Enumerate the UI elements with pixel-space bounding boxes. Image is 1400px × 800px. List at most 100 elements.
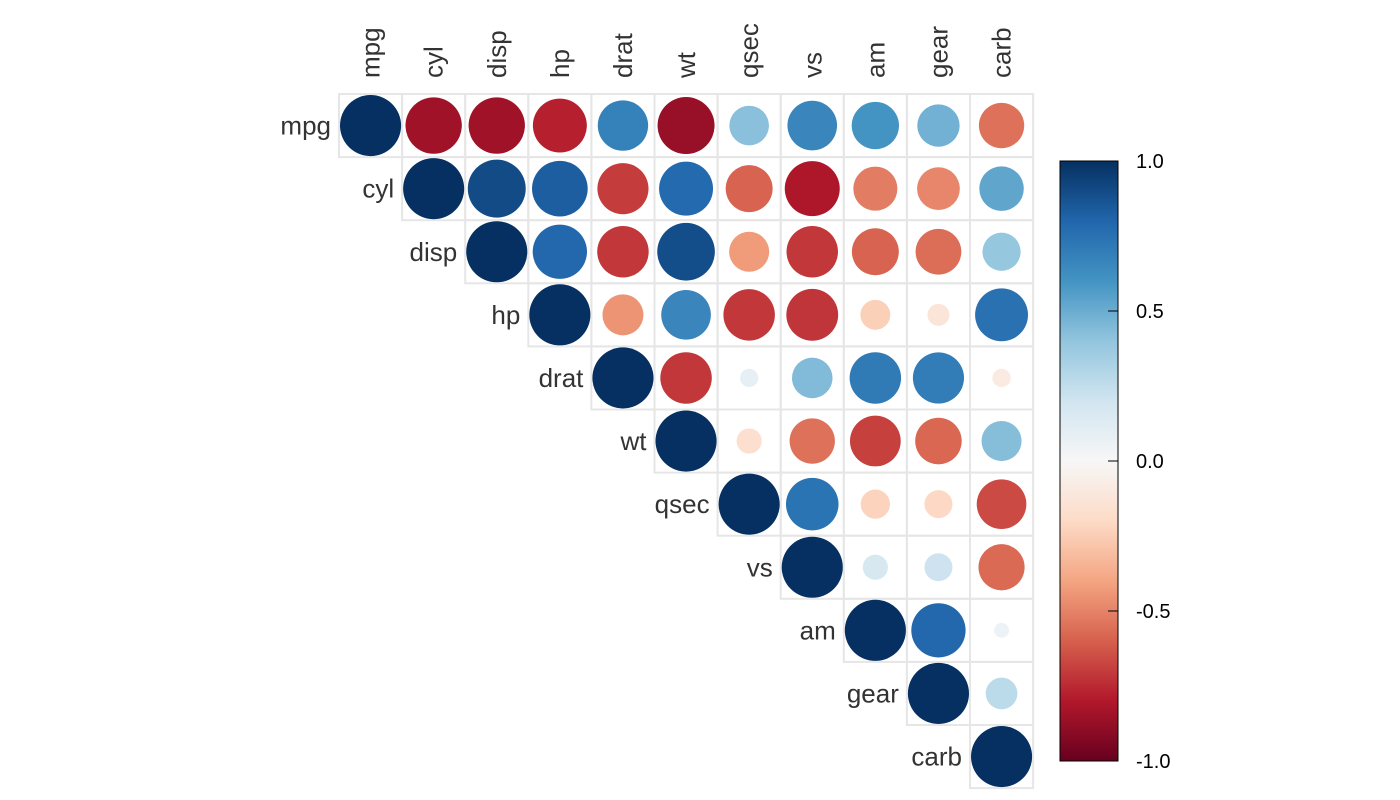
row-label-cyl: cyl [362, 174, 394, 204]
corr-circle-disp-am [851, 228, 899, 276]
corr-circle-vs-vs [781, 536, 843, 598]
colorbar-tick-label-2: 0.0 [1136, 451, 1164, 473]
corr-circle-cyl-drat [597, 163, 649, 215]
row-label-gear: gear [847, 678, 899, 708]
corr-circle-disp-drat [597, 226, 649, 278]
row-label-drat: drat [539, 363, 585, 393]
corr-circle-gear-carb [985, 677, 1018, 710]
row-label-carb: carb [911, 742, 962, 772]
corr-circle-wt-gear [915, 417, 962, 465]
corr-circle-cyl-qsec [725, 165, 773, 213]
corr-circle-disp-wt [657, 222, 715, 281]
corr-circle-qsec-qsec [718, 473, 780, 535]
corr-circle-qsec-carb [976, 479, 1027, 529]
col-label-hp: hp [545, 49, 575, 78]
corr-circle-disp-hp [532, 224, 588, 279]
row-label-hp: hp [491, 300, 520, 330]
col-label-wt: wt [671, 51, 701, 79]
corr-circle-hp-gear [927, 303, 950, 326]
corr-circle-qsec-am [860, 489, 891, 519]
corr-circle-hp-hp [529, 284, 591, 346]
corr-circle-mpg-cyl [405, 97, 462, 154]
colorbar-tick-label-3: -0.5 [1136, 601, 1170, 623]
corr-circle-mpg-carb [978, 102, 1025, 149]
corr-circle-cyl-gear [917, 167, 960, 211]
corr-circle-drat-am [849, 352, 902, 404]
row-label-wt: wt [620, 426, 648, 456]
corr-circle-hp-wt [661, 290, 711, 340]
corr-circle-hp-qsec [723, 289, 775, 341]
colorbar-tick-label-1: 0.5 [1136, 301, 1164, 323]
corr-circle-vs-carb [978, 544, 1025, 591]
corr-circle-vs-am [862, 554, 888, 580]
corr-circle-cyl-wt [659, 161, 714, 216]
colorbar-tick-label-0: 1.0 [1136, 151, 1164, 173]
corr-circle-cyl-vs [784, 161, 840, 217]
col-label-gear: gear [923, 26, 953, 78]
colorbar-tick-label-4: -1.0 [1136, 751, 1170, 773]
corr-circle-cyl-am [853, 166, 898, 211]
corr-circle-drat-carb [992, 368, 1011, 388]
corr-circle-wt-am [849, 415, 901, 467]
corr-circle-carb-carb [971, 726, 1033, 788]
corr-circle-am-carb [994, 622, 1010, 638]
corr-circle-mpg-hp [532, 98, 587, 153]
col-label-vs: vs [797, 52, 827, 78]
corr-circle-drat-gear [912, 352, 965, 404]
corr-circle-hp-am [860, 299, 891, 330]
col-label-drat: drat [608, 32, 638, 78]
corr-circle-wt-wt [655, 410, 717, 472]
corr-circle-drat-qsec [739, 368, 759, 388]
row-label-qsec: qsec [655, 489, 710, 519]
corr-circle-disp-disp [466, 221, 528, 283]
corr-circle-drat-vs [791, 357, 833, 399]
corr-circle-mpg-am [851, 101, 900, 150]
corr-circle-qsec-vs [785, 477, 839, 531]
corr-circle-disp-qsec [729, 231, 770, 272]
corr-circle-cyl-hp [532, 160, 588, 217]
corr-circle-gear-gear [907, 662, 969, 724]
grid-layer [338, 93, 1035, 790]
cell-carb-carb [969, 724, 1035, 790]
col-label-qsec: qsec [734, 23, 764, 78]
corr-circle-disp-gear [915, 228, 962, 275]
corr-circle-vs-gear [924, 553, 953, 582]
corr-circle-wt-carb [981, 421, 1022, 462]
corr-circle-qsec-gear [924, 490, 953, 519]
corr-circle-disp-carb [982, 232, 1021, 271]
colorbar-ticks: 1.0 0.5 0.0 -0.5 -1.0 [1108, 151, 1170, 773]
col-label-cyl: cyl [419, 46, 449, 78]
corr-circle-cyl-disp [467, 159, 526, 218]
row-label-disp: disp [409, 237, 457, 267]
corr-circle-cyl-cyl [403, 158, 465, 220]
row-label-mpg: mpg [280, 111, 331, 141]
row-label-am: am [800, 615, 836, 645]
column-labels: mpg cyl disp hp drat wt qsec vs am gear carb [356, 23, 1017, 79]
corr-circle-wt-qsec [736, 428, 762, 454]
col-label-mpg: mpg [356, 27, 386, 78]
corr-circle-mpg-mpg [340, 95, 402, 157]
corr-circle-disp-vs [786, 226, 838, 278]
corr-circle-drat-drat [592, 347, 654, 409]
colorbar: 1.0 0.5 0.0 -0.5 -1.0 [1059, 151, 1170, 773]
corr-circle-mpg-gear [917, 104, 960, 147]
col-label-am: am [860, 42, 890, 78]
row-label-vs: vs [747, 552, 773, 582]
circle-layer [340, 95, 1033, 788]
corr-circle-cyl-carb [979, 166, 1024, 211]
corr-circle-mpg-wt [657, 97, 715, 155]
corr-circle-drat-wt [660, 352, 712, 404]
col-label-disp: disp [482, 30, 512, 78]
corr-circle-mpg-disp [468, 97, 525, 154]
corr-circle-am-gear [911, 603, 966, 658]
corr-circle-wt-vs [789, 418, 835, 464]
corr-circle-am-am [844, 599, 906, 661]
corr-circle-hp-drat [602, 294, 644, 336]
corr-circle-hp-carb [975, 288, 1029, 342]
row-labels: mpg cyl disp hp drat wt qsec vs am gear carb [280, 111, 962, 772]
corr-circle-mpg-vs [787, 100, 838, 151]
corr-circle-mpg-drat [597, 100, 649, 151]
col-label-carb: carb [987, 27, 1017, 78]
